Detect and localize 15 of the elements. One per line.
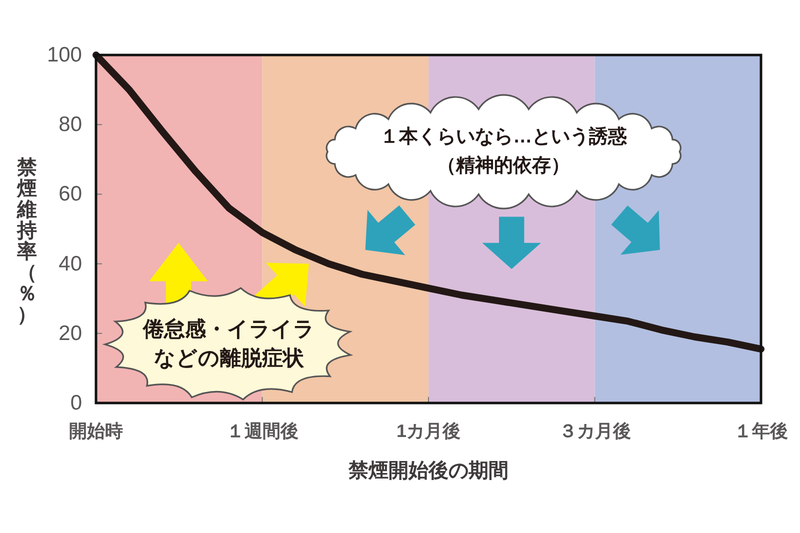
y-tick-label: 60 (58, 182, 82, 206)
annotation: １本くらいなら…という誘惑（精神的依存） (380, 126, 628, 177)
x-tick-label: 1カ月後 (396, 421, 461, 441)
x-tick-label: １週間後 (226, 421, 298, 441)
y-tick-label: 40 (58, 252, 82, 276)
y-axis-title: 禁煙維持率（％） (16, 157, 38, 326)
x-axis-title: 禁煙開始後の期間 (348, 460, 508, 482)
x-tick-label: １年後 (734, 421, 788, 441)
y-tick-label: 100 (46, 44, 82, 66)
x-tick-label: 開始時 (69, 421, 123, 441)
y-tick-label: 0 (70, 392, 82, 414)
y-tick-label: 20 (58, 322, 82, 345)
y-tick-label: 80 (58, 113, 82, 136)
annotation: 倦怠感・イライラなどの離脱症状 (142, 316, 315, 370)
x-tick-label: ３カ月後 (558, 421, 631, 441)
